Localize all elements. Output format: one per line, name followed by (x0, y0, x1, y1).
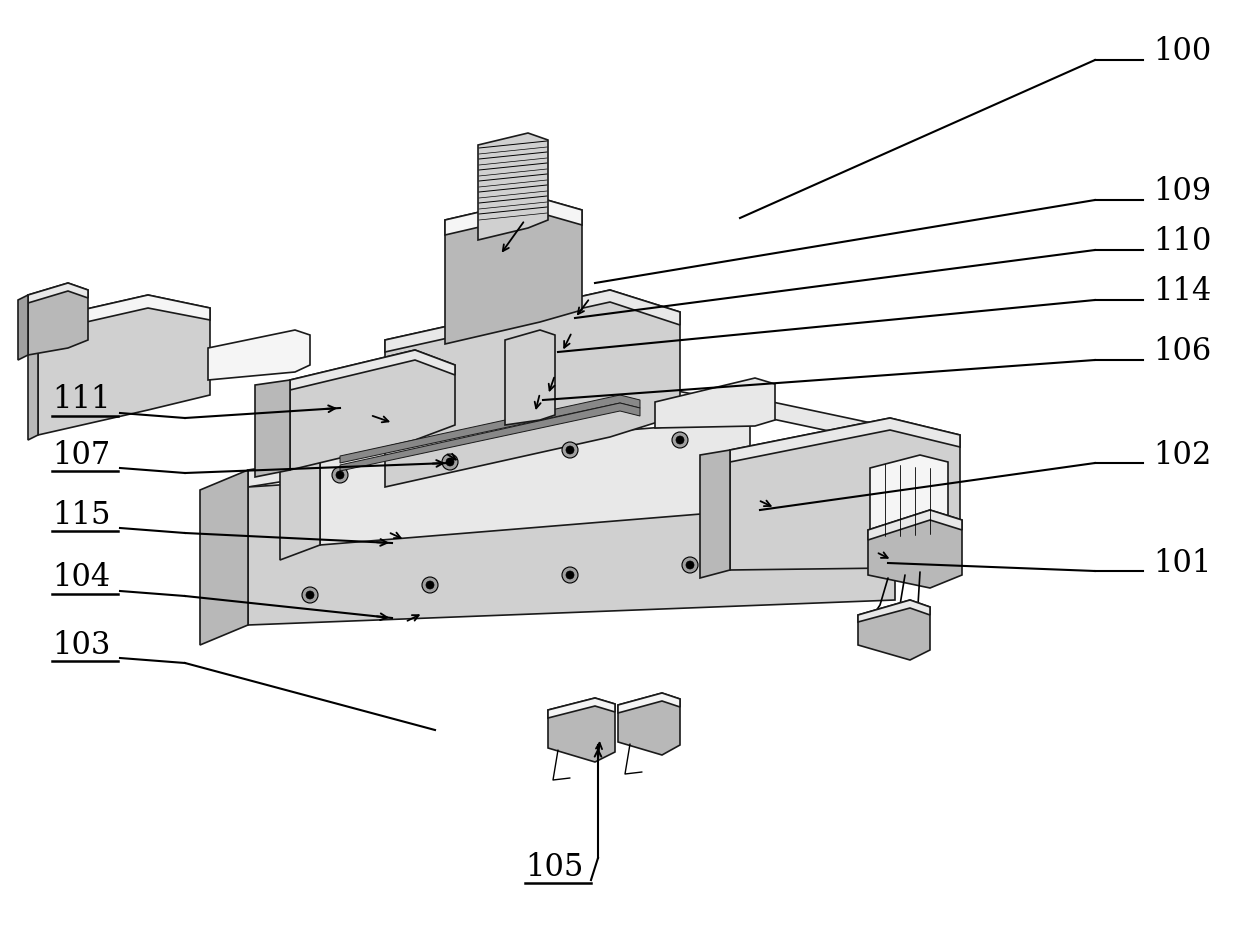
Polygon shape (208, 330, 310, 380)
Polygon shape (548, 698, 615, 762)
Polygon shape (255, 380, 290, 477)
Polygon shape (38, 295, 210, 333)
Polygon shape (858, 600, 930, 622)
Polygon shape (290, 350, 455, 470)
Polygon shape (248, 445, 895, 625)
Circle shape (336, 471, 343, 479)
Circle shape (306, 591, 314, 599)
Text: 110: 110 (1153, 226, 1211, 257)
Polygon shape (618, 693, 680, 713)
Text: 109: 109 (1153, 177, 1211, 208)
Polygon shape (38, 295, 210, 435)
Polygon shape (655, 378, 775, 428)
Circle shape (565, 446, 574, 454)
Polygon shape (340, 395, 640, 463)
Text: 101: 101 (1153, 547, 1211, 578)
Polygon shape (248, 393, 895, 487)
Polygon shape (505, 330, 556, 425)
Circle shape (441, 454, 458, 470)
Circle shape (676, 436, 684, 444)
Polygon shape (548, 698, 615, 718)
Polygon shape (29, 320, 38, 440)
Polygon shape (320, 420, 750, 545)
Text: 102: 102 (1153, 439, 1211, 470)
Polygon shape (868, 510, 962, 588)
Text: 106: 106 (1153, 336, 1211, 367)
Polygon shape (320, 380, 750, 455)
Polygon shape (445, 198, 582, 235)
Circle shape (565, 571, 574, 579)
Circle shape (422, 577, 438, 593)
Polygon shape (340, 403, 640, 471)
Polygon shape (200, 470, 248, 645)
Polygon shape (858, 600, 930, 660)
Polygon shape (730, 418, 960, 570)
Polygon shape (280, 440, 320, 560)
Circle shape (332, 467, 348, 483)
Text: 111: 111 (52, 384, 110, 415)
Circle shape (686, 561, 694, 569)
Polygon shape (29, 283, 88, 303)
Circle shape (446, 458, 454, 466)
Text: 114: 114 (1153, 276, 1211, 307)
Polygon shape (618, 693, 680, 755)
Circle shape (562, 567, 578, 583)
Polygon shape (384, 290, 680, 487)
Circle shape (303, 587, 317, 603)
Circle shape (682, 557, 698, 573)
Text: 100: 100 (1153, 37, 1211, 68)
Circle shape (427, 581, 434, 589)
Polygon shape (868, 510, 962, 540)
Circle shape (672, 432, 688, 448)
Text: 115: 115 (52, 500, 110, 531)
Text: 105: 105 (525, 852, 583, 883)
Polygon shape (445, 198, 582, 344)
Polygon shape (290, 350, 455, 390)
Polygon shape (701, 450, 730, 578)
Polygon shape (730, 418, 960, 462)
Polygon shape (384, 290, 680, 352)
Polygon shape (870, 455, 949, 540)
Text: 103: 103 (52, 629, 110, 660)
Circle shape (562, 442, 578, 458)
Polygon shape (477, 133, 548, 240)
Polygon shape (29, 283, 88, 355)
Text: 104: 104 (52, 562, 110, 593)
Polygon shape (19, 295, 29, 360)
Text: 107: 107 (52, 439, 110, 470)
